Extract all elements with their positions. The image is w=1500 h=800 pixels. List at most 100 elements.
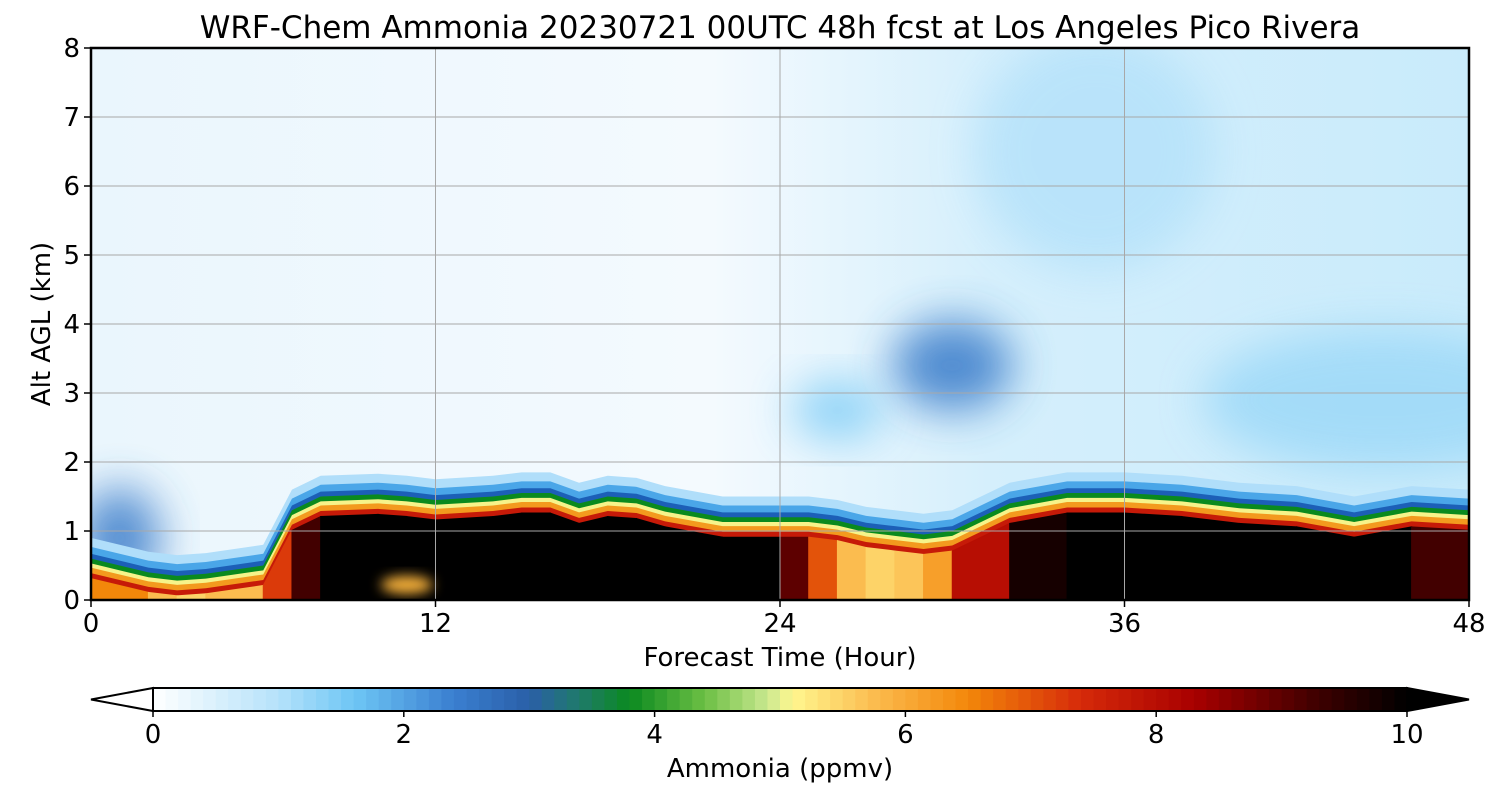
colorbar-swatch <box>654 688 668 711</box>
colorbar-swatch <box>391 688 405 711</box>
colorbar-swatch <box>729 688 743 711</box>
colorbar-swatch <box>1356 688 1370 711</box>
boundary-layer-cell <box>1238 522 1298 600</box>
colorbar-swatch <box>855 688 869 711</box>
boundary-layer-cell <box>1411 526 1469 600</box>
colorbar-swatch <box>1055 688 1070 711</box>
colorbar-swatch <box>1068 688 1082 711</box>
x-axis-label: Forecast Time (Hour) <box>643 643 916 673</box>
boundary-layer-cell <box>1181 515 1240 600</box>
colorbar-swatch <box>1294 688 1308 711</box>
y-tick-label: 4 <box>63 310 80 340</box>
colorbar-swatch <box>1156 688 1170 711</box>
x-axis-ticks: 0 12 24 36 48 <box>83 600 1486 639</box>
colorbar-swatch <box>504 688 518 711</box>
colorbar-swatch <box>190 688 204 711</box>
boundary-layer-cell <box>492 512 523 600</box>
colorbar-swatch <box>968 688 982 711</box>
colorbar-swatch <box>629 688 643 711</box>
colorbar-swatch <box>290 688 305 711</box>
colorbar-swatch <box>667 688 681 711</box>
boundary-layer-cell <box>836 540 867 600</box>
colorbar-swatch <box>1080 688 1095 711</box>
colorbar-swatch <box>1256 688 1270 711</box>
colorbar-swatch <box>1269 688 1283 711</box>
colorbar-swatch <box>165 688 179 711</box>
y-tick-label: 2 <box>63 448 80 478</box>
colorbar-swatch <box>265 688 279 711</box>
colorbar-swatch <box>228 688 242 711</box>
boundary-layer-cell <box>664 526 724 600</box>
colorbar-swatch <box>378 688 392 711</box>
colorbar-swatch <box>516 688 530 711</box>
colorbar-swatch <box>1093 688 1107 711</box>
colorbar-swatch <box>1181 688 1195 711</box>
colorbar-swatch <box>403 688 417 711</box>
colorbar-swatch <box>453 688 468 711</box>
colorbar-swatch <box>341 688 355 711</box>
y-tick-label: 0 <box>63 586 80 616</box>
y-tick-label: 5 <box>63 241 80 271</box>
colorbar-swatch <box>466 688 480 711</box>
colorbar-swatch <box>830 688 844 711</box>
colorbar-swatch <box>1118 688 1132 711</box>
boundary-layer-cell <box>722 536 781 600</box>
colorbar-label: Ammonia (ppmv) <box>667 754 893 784</box>
x-tick-label: 36 <box>1108 609 1141 639</box>
y-tick-label: 6 <box>63 172 80 202</box>
colorbar-swatch <box>1344 688 1358 711</box>
colorbar-swatch <box>1168 688 1182 711</box>
colorbar-swatch <box>1018 688 1032 711</box>
colorbar-extend-low <box>90 686 154 713</box>
colorbar-swatch <box>1131 688 1145 711</box>
colorbar-swatch <box>328 688 342 711</box>
ammonia-feature <box>792 382 883 439</box>
colorbar-swatch <box>479 688 493 711</box>
y-axis-ticks: 0 1 2 3 4 5 6 7 8 <box>63 34 91 616</box>
x-tick-label: 24 <box>763 609 796 639</box>
colorbar-swatch <box>930 688 944 711</box>
colorbar-swatch <box>993 688 1007 711</box>
colorbar-swatch <box>566 688 580 711</box>
colorbar-swatch <box>805 688 819 711</box>
colorbar-swatch <box>642 688 656 711</box>
colorbar-swatch <box>591 688 606 711</box>
ammonia-hotspot <box>380 575 433 594</box>
boundary-layer-cell <box>521 512 551 600</box>
colorbar-swatch <box>616 688 631 711</box>
colorbar-swatch <box>1193 688 1207 711</box>
colorbar-swatch <box>1231 688 1245 711</box>
boundary-layer-cell <box>320 513 379 600</box>
colorbar-swatch <box>529 688 543 711</box>
colorbar-swatch <box>303 688 317 711</box>
boundary-layer-cell <box>779 536 810 600</box>
boundary-layer-cell <box>291 515 322 600</box>
colorbar-extend-high <box>1406 686 1470 713</box>
chart-title: WRF-Chem Ammonia 20230721 00UTC 48h fcst… <box>200 10 1361 46</box>
x-tick-label: 12 <box>419 609 452 639</box>
boundary-layer-cell <box>607 515 637 600</box>
colorbar-swatch <box>491 688 505 711</box>
colorbar-swatch <box>943 688 957 711</box>
colorbar-swatch <box>905 688 919 711</box>
grid-lines <box>91 48 1469 600</box>
colorbar-swatch <box>353 688 367 711</box>
colorbar-swatch <box>253 688 267 711</box>
boundary-layer-cell <box>549 512 580 600</box>
colorbar-tick-label: 10 <box>1390 720 1423 750</box>
colorbar-swatch <box>717 688 731 711</box>
boundary-layer-cell <box>1353 526 1413 600</box>
y-tick-label: 1 <box>63 517 80 547</box>
colorbar-swatch <box>1394 688 1408 711</box>
colorbar-swatch <box>604 688 618 711</box>
colorbar-swatch <box>767 688 781 711</box>
free-troposphere-features <box>91 48 1469 588</box>
colorbar-tick-label: 8 <box>1148 720 1165 750</box>
ammonia-feature <box>892 320 1013 411</box>
colorbar-swatch <box>980 688 994 711</box>
colorbar-swatch <box>153 688 167 711</box>
colorbar-swatch <box>366 688 380 711</box>
boundary-layer-cell <box>1066 512 1125 600</box>
ammonia-feature <box>975 48 1216 272</box>
